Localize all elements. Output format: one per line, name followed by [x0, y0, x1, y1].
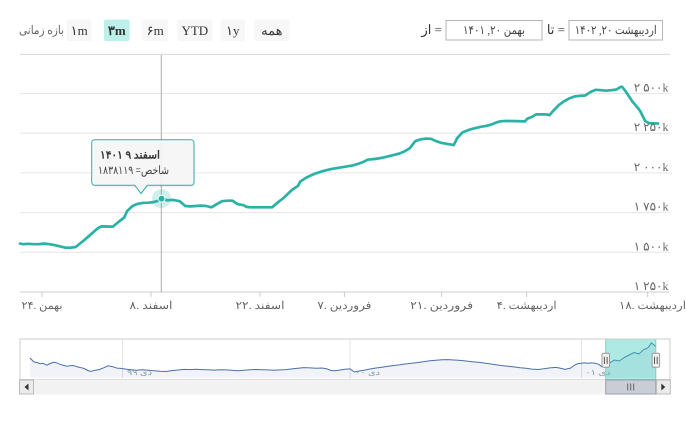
svg-text:۶m: ۶m: [147, 23, 164, 38]
svg-text:۸. اسفند: ۸. اسفند: [130, 300, 173, 312]
svg-text:۱m: ۱m: [71, 23, 88, 38]
svg-text:۱y: ۱y: [226, 23, 240, 38]
svg-text:اردیبهشت ۲۰, ۱۴۰۲: اردیبهشت ۲۰, ۱۴۰۲: [575, 23, 657, 37]
svg-text:۲۲. اسفند: ۲۲. اسفند: [236, 300, 285, 312]
svg-text:۱ ۷۵۰k: ۱ ۷۵۰k: [634, 200, 669, 214]
svg-text:۲ ۵۰۰k: ۲ ۵۰۰k: [634, 81, 669, 95]
svg-text:۱۸. اردیبهشت: ۱۸. اردیبهشت: [619, 300, 686, 312]
svg-text:۷. فروردین: ۷. فروردین: [317, 300, 371, 312]
svg-text:۲۴. بهمن: ۲۴. بهمن: [22, 300, 63, 312]
svg-text:شاخص= ۱۸۳۸۱۱۹: شاخص= ۱۸۳۸۱۱۹: [98, 164, 169, 177]
svg-text:از =: از =: [421, 22, 442, 38]
svg-text:همه: همه: [261, 23, 282, 38]
svg-text:اسفند ۹ ۱۴۰۱: اسفند ۹ ۱۴۰۱: [100, 150, 160, 162]
svg-text:بهمن ۲۰, ۱۴۰۱: بهمن ۲۰, ۱۴۰۱: [463, 23, 525, 37]
svg-text:تا =: تا =: [547, 22, 565, 37]
svg-text:۳m: ۳m: [108, 23, 126, 38]
svg-text:۲ ۲۵۰k: ۲ ۲۵۰k: [634, 120, 669, 134]
svg-text:۴. اردیبهشت: ۴. اردیبهشت: [497, 300, 557, 312]
svg-text:۱ ۲۵۰k: ۱ ۲۵۰k: [634, 279, 669, 293]
svg-text:دی ۰۰: دی ۰۰: [355, 368, 381, 377]
svg-text:۱ ۵۰۰k: ۱ ۵۰۰k: [634, 239, 669, 253]
svg-text:۲ ۰۰۰k: ۲ ۰۰۰k: [634, 160, 669, 174]
svg-text:YTD: YTD: [181, 23, 208, 38]
svg-text:دی ۰۱: دی ۰۱: [586, 368, 612, 377]
svg-text:بازه زمانی: بازه زمانی: [19, 23, 64, 37]
svg-text:۲۱. فروردین: ۲۱. فروردین: [410, 300, 473, 312]
svg-text:دی ۹۹: دی ۹۹: [127, 368, 153, 377]
